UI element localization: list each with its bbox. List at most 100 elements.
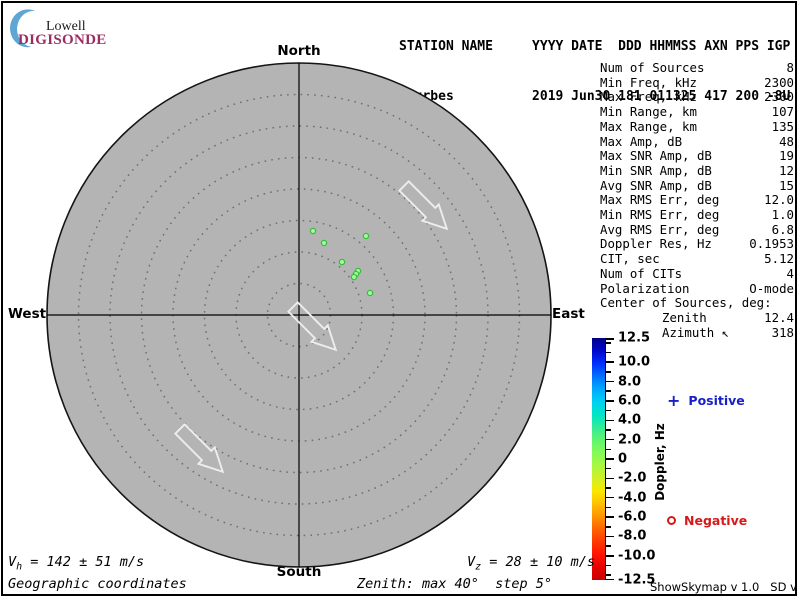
colorbar-tick-label: -2.0: [618, 470, 647, 486]
crescent-logo-icon: [10, 9, 36, 48]
doppler-colorbar: 12.5 10.0 8.0 6.0 4.0 2.0 0 -2.0 -4.0 -6.0 -8.0 -10…: [592, 331, 792, 588]
stat-value: 48: [779, 133, 794, 149]
stat-label: Azimuth ↖: [662, 324, 730, 340]
stat-row: Min SNR Amp, dB 12: [600, 162, 794, 179]
colorbar-tick: [606, 564, 611, 567]
logo-lowell-text: Lowell: [46, 19, 86, 34]
colorbar-tick-label: 10.0: [618, 354, 651, 370]
compass-north-label: North: [277, 43, 321, 59]
colorbar-tick-label: -4.0: [618, 490, 647, 506]
colorbar-tick: [606, 535, 614, 538]
drift-arrow-icon: [174, 423, 225, 474]
colorbar-tick: [606, 467, 611, 470]
source-marker: [362, 232, 370, 240]
stat-row: Max Range, km 135: [600, 118, 794, 135]
stat-label: Doppler Res, Hz: [600, 236, 712, 252]
drift-arrow-icon: [287, 301, 338, 352]
stat-value: 5.12: [764, 251, 794, 267]
stat-row: Polarization O-mode: [600, 280, 794, 297]
legend-negative-label: Negative: [684, 513, 748, 528]
colorbar-tick: [606, 578, 614, 580]
colorbar-tick: [606, 448, 611, 451]
colorbar-tick: [606, 429, 611, 431]
stat-row: CIT, sec 5.12: [600, 251, 794, 267]
colorbar-tick: [606, 351, 611, 354]
circle-marker-icon: [667, 516, 676, 525]
stat-value: 4: [786, 265, 794, 281]
stat-label: Avg SNR Amp, dB: [600, 177, 712, 193]
lowell-digisonde-logo: Lowell DIGISONDE: [9, 7, 129, 48]
station-header: STATION NAME YYYY DATE DDD HHMMSS AXN PP…: [399, 6, 790, 138]
legend-positive-label: Positive: [688, 393, 745, 408]
colorbar-tick-label: 4.0: [618, 412, 642, 428]
colorbar-tick: [606, 545, 611, 547]
colorbar-tick: [606, 419, 614, 422]
stat-label: Max Amp, dB: [600, 133, 683, 149]
colorbar-tick: [606, 409, 611, 412]
stat-label: Num of Sources: [600, 60, 705, 75]
stat-row: Avg RMS Err, deg 6.8: [600, 221, 794, 238]
colorbar-tick: [606, 342, 611, 344]
stat-row: Max RMS Err, deg 12.0: [600, 193, 794, 208]
colorbar-tick: [606, 477, 614, 480]
stat-row: Avg SNR Amp, dB 15: [600, 177, 794, 194]
station-header-labels: STATION NAME YYYY DATE DDD HHMMSS AXN PP…: [399, 39, 791, 54]
stat-label: Max RMS Err, deg: [600, 192, 720, 208]
stat-label: Avg RMS Err, deg: [600, 221, 720, 237]
stat-value: 19: [779, 148, 794, 164]
colorbar-tick-label: 2.0: [618, 432, 642, 448]
stat-value: 2300: [764, 74, 794, 90]
compass-east-label: East: [552, 306, 585, 322]
stat-value: 1.0: [771, 207, 794, 223]
compass-west-label: West: [8, 306, 47, 322]
stat-row: Num of Sources 8: [600, 60, 794, 76]
drift-arrow-icon: [398, 180, 449, 231]
legend-positive: + Positive: [667, 390, 745, 410]
vertical-velocity-readout: Vz = 28 ± 10 m/s: [467, 554, 595, 573]
colorbar-tick-label: 8.0: [618, 374, 642, 390]
stat-value: 135: [771, 118, 794, 134]
colorbar-tick-label: 12.5: [618, 330, 651, 346]
stat-row: Max Freq, kHz 2300: [600, 90, 794, 105]
source-marker: [350, 273, 358, 281]
logo-digisonde-text: DIGISONDE: [18, 32, 107, 48]
stat-label: Max Freq, kHz: [600, 89, 697, 105]
stat-row: Min Freq, kHz 2300: [600, 74, 794, 91]
stat-value: 318: [771, 324, 794, 340]
colorbar-tick-label: -10.0: [618, 548, 656, 564]
horizontal-velocity-readout: Vh = 142 ± 51 m/s: [8, 554, 145, 573]
software-version-label: ShowSkymap v 1.0 SD v 5.1: [650, 580, 797, 594]
stat-label: Polarization: [600, 280, 690, 296]
legend-negative: Negative: [667, 513, 747, 528]
colorbar-tick-label: -6.0: [618, 509, 647, 525]
colorbar-gradient: [592, 338, 606, 580]
colorbar-tick: [606, 338, 614, 340]
colorbar-tick-label: -12.5: [618, 572, 656, 588]
compass-south-label: South: [276, 564, 322, 580]
stat-row: Max Amp, dB 48: [600, 133, 794, 150]
colorbar-tick-label: 6.0: [618, 393, 642, 409]
stat-label: Min Freq, kHz: [600, 74, 697, 90]
stat-row: Max SNR Amp, dB 19: [600, 149, 794, 164]
colorbar-tick: [606, 526, 611, 528]
plus-marker-icon: +: [667, 390, 681, 410]
stat-label: Num of CITs: [600, 265, 683, 281]
drift-direction-arrows: [174, 180, 449, 474]
colorbar-tick: [606, 487, 611, 489]
stat-label: Min SNR Amp, dB: [600, 162, 712, 178]
stat-label: Zenith: [662, 309, 707, 325]
stat-value: 12.0: [764, 192, 794, 208]
stat-row: Min RMS Err, deg 1.0: [600, 207, 794, 223]
stat-value: 0.1953: [749, 236, 794, 252]
zenith-scale-note: Zenith: max 40° step 5°: [357, 576, 553, 592]
stat-row: Num of CITs 4: [600, 265, 794, 282]
colorbar-title: Doppler, Hz: [653, 423, 667, 501]
stat-value: 2300: [764, 89, 794, 105]
colorbar-tick: [606, 400, 614, 402]
stat-label: Min RMS Err, deg: [600, 207, 720, 223]
colorbar-tick: [606, 458, 614, 460]
colorbar-tick: [606, 516, 614, 518]
station-header-values: Dourbes 2019 Jun30 181 011325 417 200 -8…: [399, 88, 791, 104]
stat-row: Zenith 12.4: [600, 309, 794, 326]
